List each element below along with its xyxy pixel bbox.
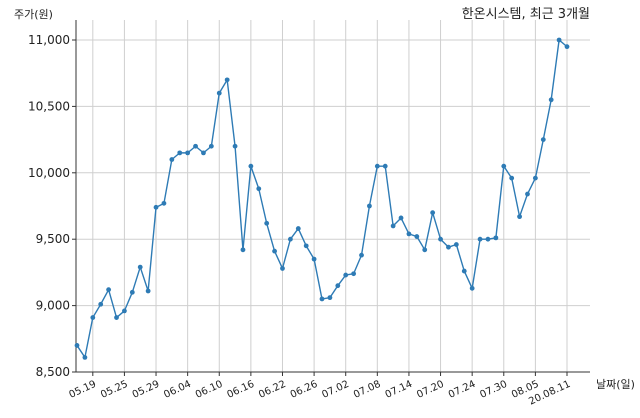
data-point xyxy=(129,289,135,295)
data-points xyxy=(74,37,570,360)
data-point xyxy=(280,266,285,271)
y-tick-label: 8,500 xyxy=(36,365,70,379)
data-point xyxy=(517,214,522,220)
data-point xyxy=(414,234,420,239)
data-point xyxy=(161,200,167,206)
data-point xyxy=(137,264,143,270)
data-point xyxy=(548,97,554,103)
axes xyxy=(72,20,590,376)
data-point xyxy=(493,235,499,241)
data-point xyxy=(446,244,451,250)
data-point xyxy=(477,236,483,242)
data-point xyxy=(216,90,222,96)
data-point xyxy=(272,248,277,254)
data-point xyxy=(461,268,467,274)
data-point xyxy=(185,150,191,156)
data-point xyxy=(201,150,206,156)
y-tick-label: 9,000 xyxy=(36,299,70,313)
data-point xyxy=(525,191,530,197)
y-axis-label: 주가(원) xyxy=(14,8,53,21)
data-point xyxy=(248,163,254,169)
data-point xyxy=(74,343,80,348)
data-point xyxy=(532,175,538,181)
x-axis-label: 날짜(일) xyxy=(596,377,635,391)
data-point xyxy=(351,271,357,277)
data-point xyxy=(193,143,198,149)
data-point xyxy=(509,175,515,181)
data-point xyxy=(556,37,562,43)
data-point xyxy=(438,236,443,242)
data-point xyxy=(540,137,546,143)
data-point xyxy=(485,236,491,242)
data-point xyxy=(177,150,183,156)
data-point xyxy=(145,288,151,294)
data-point xyxy=(256,186,262,192)
data-point xyxy=(232,143,238,149)
chart-title: 한온시스템, 최근 3개월 xyxy=(462,7,590,22)
data-point xyxy=(90,315,96,320)
grid-lines xyxy=(76,20,590,373)
data-point xyxy=(287,236,293,242)
data-point xyxy=(374,163,380,169)
data-point xyxy=(153,204,159,210)
y-tick-label: 9,500 xyxy=(36,232,70,246)
data-point xyxy=(564,44,570,50)
data-point xyxy=(303,243,309,249)
data-point xyxy=(343,272,349,278)
data-point xyxy=(398,215,404,221)
data-point xyxy=(327,295,333,301)
data-point xyxy=(406,231,412,237)
data-point xyxy=(469,285,475,291)
data-point xyxy=(240,247,246,253)
y-tick-label: 11,000 xyxy=(28,33,70,47)
data-point xyxy=(122,308,127,314)
data-point xyxy=(224,77,230,83)
data-point xyxy=(208,143,214,149)
data-point xyxy=(422,247,428,253)
data-point xyxy=(382,163,388,169)
data-point xyxy=(114,315,119,320)
data-point xyxy=(264,220,270,226)
data-point xyxy=(106,287,112,293)
data-point xyxy=(430,210,436,216)
y-tick-label: 10,000 xyxy=(28,166,70,180)
data-point xyxy=(453,242,459,247)
y-tick-label: 10,500 xyxy=(28,99,70,113)
data-point xyxy=(311,256,317,262)
data-point xyxy=(367,203,372,209)
data-point xyxy=(390,223,396,229)
y-tick-labels: 8,500 9,000 9,500 10,000 10,500 11,000 xyxy=(28,33,70,379)
data-point xyxy=(319,296,325,302)
data-point xyxy=(98,301,104,307)
data-point xyxy=(359,252,364,258)
data-point xyxy=(169,157,175,162)
data-point xyxy=(82,354,88,360)
data-point xyxy=(501,163,507,169)
data-point xyxy=(335,283,341,289)
data-point xyxy=(295,226,301,231)
